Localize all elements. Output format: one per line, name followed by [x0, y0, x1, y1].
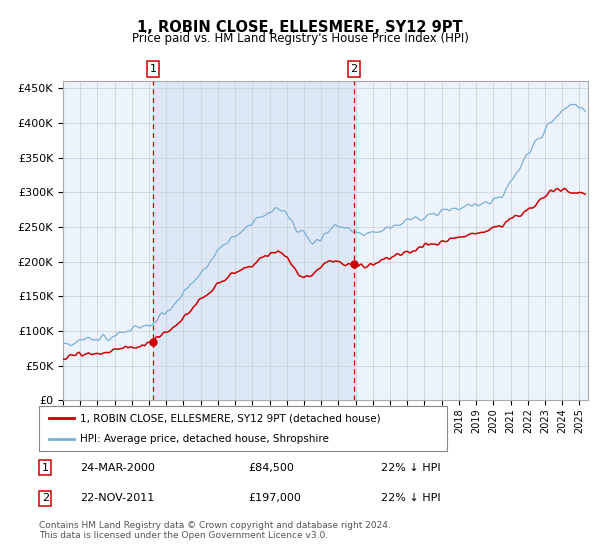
Text: Contains HM Land Registry data © Crown copyright and database right 2024.
This d: Contains HM Land Registry data © Crown c… [39, 521, 391, 540]
Text: HPI: Average price, detached house, Shropshire: HPI: Average price, detached house, Shro… [80, 433, 329, 444]
Bar [153, 81, 354, 400]
Text: 24-MAR-2000: 24-MAR-2000 [80, 463, 155, 473]
Text: 22-NOV-2011: 22-NOV-2011 [80, 493, 155, 503]
Text: 1: 1 [42, 463, 49, 473]
Text: Price paid vs. HM Land Registry's House Price Index (HPI): Price paid vs. HM Land Registry's House … [131, 32, 469, 45]
Text: £197,000: £197,000 [249, 493, 302, 503]
FancyBboxPatch shape [39, 406, 447, 451]
Text: 2: 2 [42, 493, 49, 503]
Text: 22% ↓ HPI: 22% ↓ HPI [381, 463, 441, 473]
Text: 1: 1 [149, 64, 157, 74]
Text: 1, ROBIN CLOSE, ELLESMERE, SY12 9PT (detached house): 1, ROBIN CLOSE, ELLESMERE, SY12 9PT (det… [80, 413, 380, 423]
Text: 22% ↓ HPI: 22% ↓ HPI [381, 493, 441, 503]
Text: 2: 2 [350, 64, 358, 74]
Text: £84,500: £84,500 [249, 463, 295, 473]
Text: 1, ROBIN CLOSE, ELLESMERE, SY12 9PT: 1, ROBIN CLOSE, ELLESMERE, SY12 9PT [137, 20, 463, 35]
